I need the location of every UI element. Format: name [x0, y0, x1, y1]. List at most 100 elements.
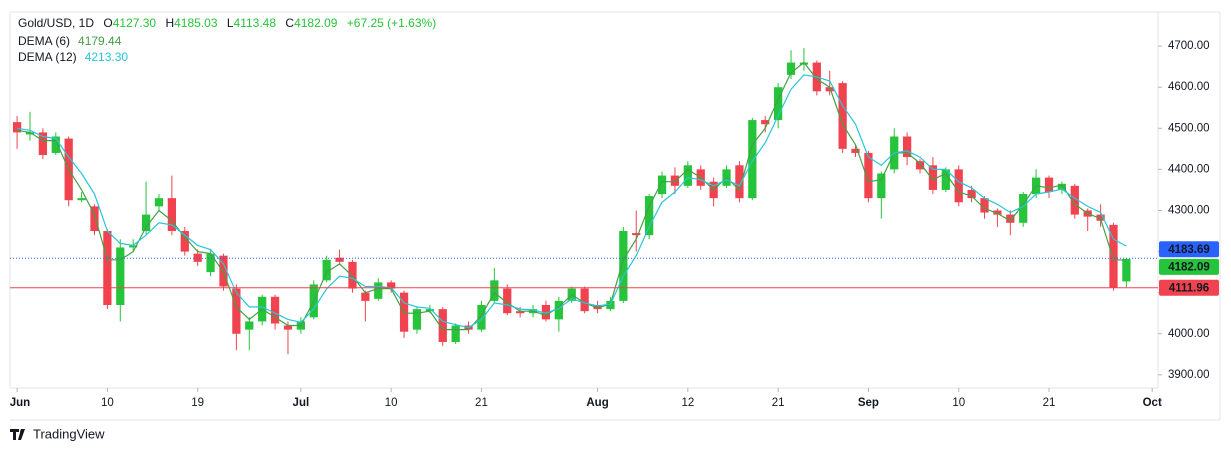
candle-body	[129, 245, 138, 248]
candle-body	[851, 148, 860, 153]
candle-body	[283, 325, 293, 330]
x-tick-label: 21	[475, 397, 488, 409]
low-label: L	[227, 16, 234, 30]
dema-line	[17, 74, 1127, 329]
price-label-box	[1159, 258, 1219, 275]
candle-body	[1096, 214, 1105, 221]
candle-body	[477, 304, 486, 330]
candle-body	[348, 261, 357, 289]
close-label: C	[285, 16, 294, 30]
candle-body	[51, 136, 60, 153]
candle-body	[1044, 177, 1054, 192]
candle-body	[786, 62, 796, 75]
x-tick-label: 12	[681, 397, 694, 409]
candle-body	[825, 87, 834, 92]
candle-body	[38, 132, 48, 156]
candle-body	[412, 309, 422, 330]
candle-body	[180, 231, 189, 252]
low-value: 4113.48	[234, 16, 277, 30]
plot-area	[12, 48, 1131, 355]
x-tick-label: 19	[191, 397, 204, 409]
legend-value: 4213.30	[85, 50, 129, 64]
x-tick-label: Jul	[293, 397, 310, 409]
candle-body	[864, 152, 873, 199]
x-tick-label: Oct	[1143, 397, 1162, 409]
candle-body	[657, 175, 667, 195]
candle-body	[606, 300, 615, 310]
y-tick-label: 4500.00	[1168, 122, 1210, 134]
candle-body	[593, 304, 602, 310]
candle-body	[1122, 258, 1131, 282]
candle-body	[516, 311, 525, 314]
x-tick-label: Sep	[858, 397, 879, 409]
candle-body	[116, 247, 125, 305]
price-label: 4183.69	[1168, 244, 1210, 256]
legend-value: 4179.44	[78, 34, 122, 48]
candle-body	[425, 309, 434, 312]
candle-body	[77, 198, 86, 201]
x-tick-label: 21	[1043, 397, 1056, 409]
candle-body	[619, 231, 628, 301]
chart-title: Gold/USD, 1D	[18, 16, 94, 30]
candle-body	[374, 282, 383, 299]
logo-dot	[20, 429, 24, 433]
price-label-box	[1159, 241, 1219, 258]
candle-body	[799, 62, 809, 65]
candle-body	[954, 169, 963, 203]
candle-body	[490, 280, 499, 301]
legend-entry: DEMA (6) 4179.44	[18, 34, 122, 48]
high-label: H	[165, 16, 174, 30]
x-tick-label: Jun	[10, 397, 30, 409]
candle-body	[980, 198, 989, 213]
x-tick-label: 10	[952, 397, 965, 409]
candle-body	[232, 288, 241, 334]
y-tick-label: 4700.00	[1168, 40, 1210, 52]
legend-name: DEMA (12)	[18, 50, 77, 64]
candle-body	[141, 214, 151, 232]
candle-body	[193, 253, 202, 262]
candle-body	[1109, 224, 1118, 288]
open-label: O	[103, 16, 112, 30]
candle-body	[361, 292, 370, 301]
candle-body	[270, 296, 280, 324]
price-label: 4182.09	[1168, 261, 1210, 273]
legend-name: DEMA (6)	[18, 34, 70, 48]
candle-body	[761, 120, 770, 125]
legend-entry: DEMA (12) 4213.30	[18, 50, 128, 64]
candle-body	[322, 259, 331, 281]
candle-body	[993, 210, 1002, 215]
candle-body	[1070, 185, 1079, 215]
candle-body	[928, 165, 938, 190]
y-tick-label: 3900.00	[1168, 369, 1210, 381]
candle-body	[1057, 183, 1067, 190]
price-label: 4111.96	[1169, 282, 1209, 294]
candle-body	[902, 136, 912, 158]
candle-body	[90, 206, 99, 232]
x-tick-label: 10	[101, 397, 114, 409]
candle-body	[438, 309, 447, 342]
y-tick-label: 4400.00	[1168, 163, 1210, 175]
candle-body	[838, 83, 847, 149]
candle-body	[167, 198, 177, 232]
candle-body	[451, 325, 460, 342]
brand-name: TradingView	[33, 426, 105, 441]
candle-body	[670, 175, 680, 186]
candle-body	[748, 120, 757, 199]
candle-body	[541, 304, 551, 320]
candle-body	[877, 173, 886, 199]
x-tick-label: 10	[385, 397, 398, 409]
header: Gold/USD, 1D O4127.30 H4185.03 L4113.48 …	[18, 16, 436, 64]
candle-body	[967, 189, 976, 199]
close-value: 4182.09	[294, 16, 338, 30]
candle-body	[1019, 194, 1028, 223]
candle-body	[503, 288, 512, 314]
candle-body	[1006, 214, 1015, 223]
candle-body	[554, 300, 563, 320]
candle-body	[245, 321, 254, 330]
branding: TradingView	[10, 426, 105, 441]
candle-body	[735, 165, 744, 199]
candle-body	[915, 161, 925, 170]
candle-body	[103, 231, 112, 305]
